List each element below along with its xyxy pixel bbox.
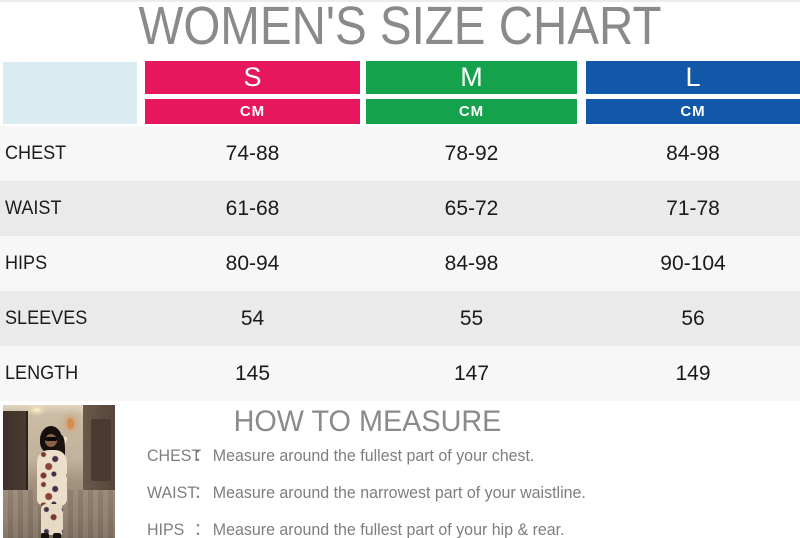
measure-colon: ： <box>194 446 210 465</box>
photo-model-shoe <box>53 533 61 538</box>
table-row-waist: WAIST 61-68 65-72 71-78 <box>0 181 800 236</box>
cell-chest-s: 74-88 <box>225 142 280 165</box>
page-title: WOMEN'S SIZE CHART <box>138 0 662 56</box>
table-row-chest: CHEST 74-88 78-92 84-98 <box>0 126 800 181</box>
size-header-m: M <box>366 61 577 94</box>
measure-line-chest: CHEST： Measure around the fullest part of… <box>147 445 534 467</box>
cell-waist-m: 65-72 <box>444 197 499 220</box>
table-row-sleeves: SLEEVES 54 55 56 <box>0 291 800 346</box>
cell-length-l: 149 <box>675 362 711 385</box>
unit-header-s: CM <box>145 99 360 124</box>
measure-line-waist: WAIST： Measure around the narrowest part … <box>147 482 586 504</box>
row-label: CHEST <box>5 143 67 164</box>
model-photo <box>3 405 115 538</box>
photo-door-panel <box>91 419 111 481</box>
measure-colon: ： <box>194 520 210 538</box>
photo-ceiling-light <box>33 408 41 412</box>
photo-door-right <box>83 405 115 505</box>
measure-label: CHEST <box>147 446 202 465</box>
cell-hips-l: 90-104 <box>660 252 726 275</box>
unit-header-m: CM <box>366 99 577 124</box>
photo-model-sunglasses <box>45 437 57 441</box>
measure-text: Measure around the fullest part of your … <box>212 446 535 465</box>
unit-header-l: CM <box>586 99 800 124</box>
measure-label: WAIST <box>147 483 198 502</box>
row-label: WAIST <box>5 198 62 219</box>
cell-sleeves-m: 55 <box>459 307 484 330</box>
row-label: HIPS <box>5 253 48 274</box>
cell-length-s: 145 <box>234 362 271 385</box>
photo-model-jumpsuit <box>37 450 67 506</box>
how-to-measure-title: HOW TO MEASURE <box>233 405 502 438</box>
table-corner-cell <box>3 62 137 124</box>
photo-wall-lamp <box>67 418 74 429</box>
cell-hips-s: 80-94 <box>225 252 280 275</box>
cell-sleeves-l: 56 <box>681 307 705 330</box>
measure-text: Measure around the narrowest part of you… <box>212 483 586 502</box>
cell-hips-m: 84-98 <box>444 252 499 275</box>
table-row-length: LENGTH 145 147 149 <box>0 346 800 401</box>
row-label: SLEEVES <box>5 308 88 329</box>
photo-model-shoe <box>41 533 49 538</box>
measure-line-hips: HIPS ： Measure around the fullest part of … <box>147 519 565 538</box>
cell-waist-l: 71-78 <box>666 197 720 220</box>
cell-waist-s: 61-68 <box>225 197 280 220</box>
cell-chest-m: 78-92 <box>444 142 499 165</box>
measure-label: HIPS <box>147 520 185 538</box>
measure-text: Measure around the fullest part of your … <box>212 520 565 538</box>
cell-sleeves-s: 54 <box>240 307 265 330</box>
photo-ceiling <box>3 405 115 416</box>
cell-length-m: 147 <box>453 362 490 385</box>
size-header-l: L <box>586 61 800 94</box>
cell-chest-l: 84-98 <box>666 142 720 165</box>
photo-model-legs <box>41 504 63 535</box>
row-label: LENGTH <box>5 363 79 384</box>
table-row-hips: HIPS 80-94 84-98 90-104 <box>0 236 800 291</box>
measure-colon: ： <box>194 483 210 502</box>
size-header-s: S <box>145 61 360 94</box>
